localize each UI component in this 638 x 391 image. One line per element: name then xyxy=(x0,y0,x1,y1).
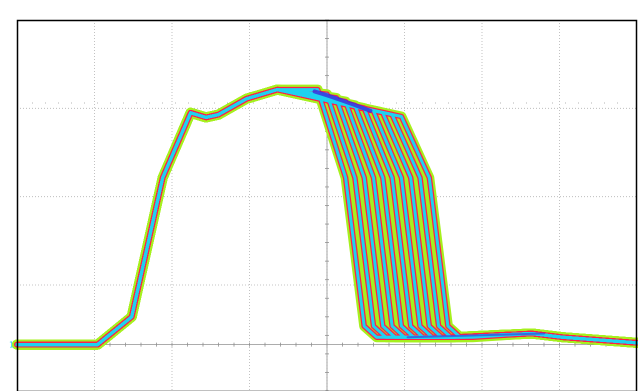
channel-marker-group: 1 xyxy=(9,341,14,350)
channel-1-ground-marker: 1 xyxy=(9,341,14,350)
